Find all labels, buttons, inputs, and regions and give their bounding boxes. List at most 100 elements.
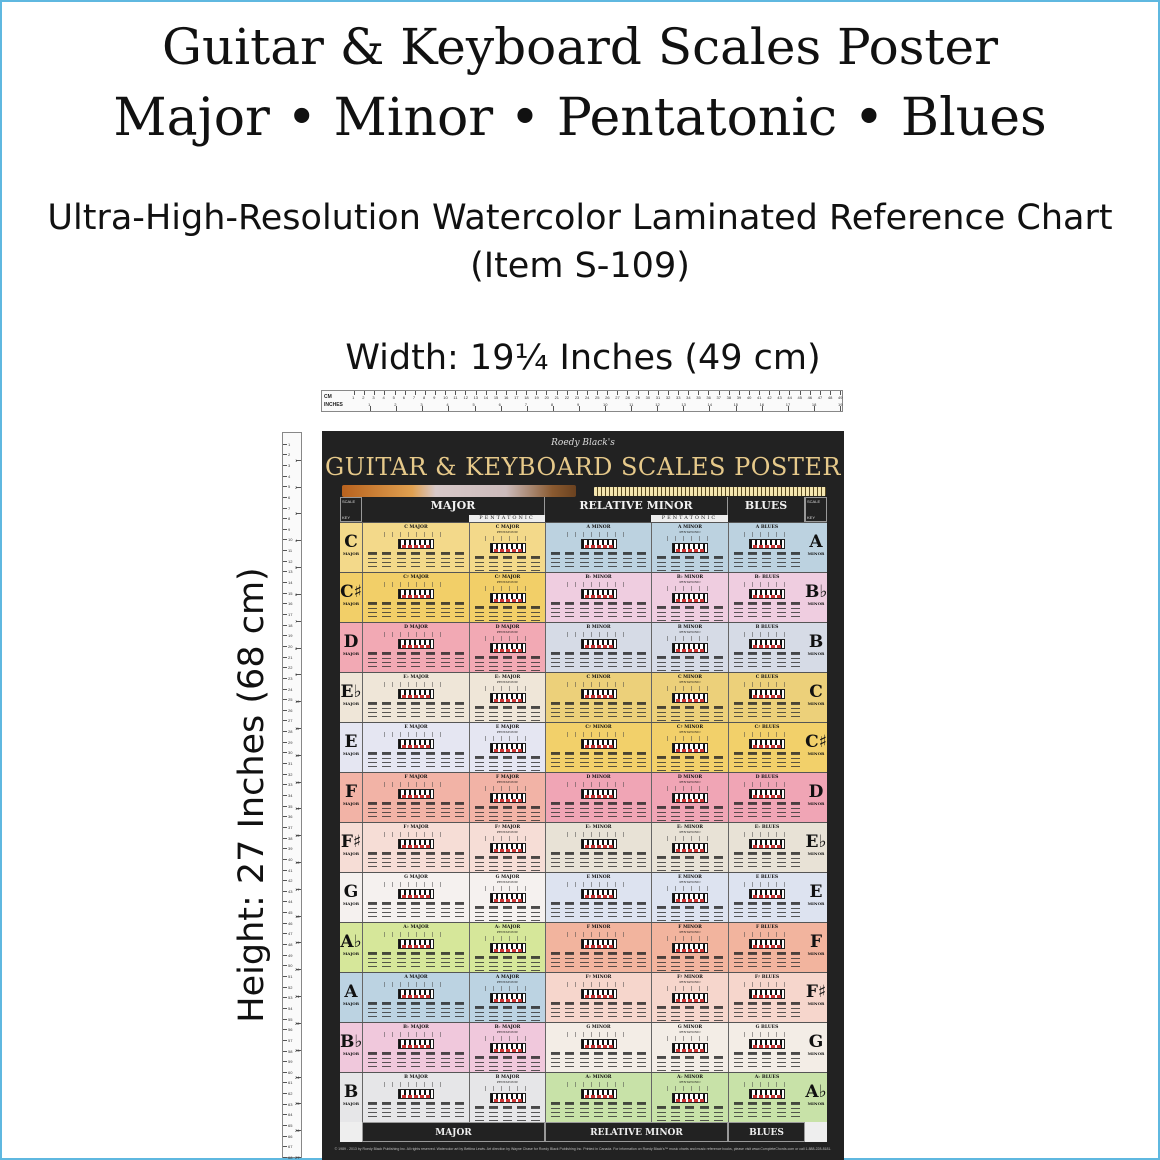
fretboard-diagram (608, 1102, 618, 1118)
fretboard-diagram (455, 902, 465, 918)
fretboard-diagram (671, 1056, 681, 1072)
fretboard-diagrams (546, 652, 651, 668)
ruler-cm-number: 14 (483, 395, 489, 400)
ruler-tick (283, 1125, 287, 1127)
ruler-tick (283, 645, 287, 647)
fretboard-diagram (656, 606, 666, 622)
pentatonic-label: PENTATONIC (496, 1080, 519, 1084)
scale-cell: E♭ MAJOR PENTATONIC (469, 673, 545, 722)
ruler-tick (597, 391, 599, 395)
fretboard-diagram (593, 702, 603, 718)
scale-cell: E MINOR (545, 873, 651, 922)
scale-title: C MAJOR (404, 525, 428, 530)
scale-title: G BLUES (755, 1025, 779, 1030)
ruler-tick (283, 976, 287, 977)
scale-title: E♭ BLUES (754, 825, 780, 830)
ruler-inch-number: 19 (838, 402, 843, 407)
fretboard-diagram (608, 652, 618, 668)
scale-cell: E♭ BLUES (728, 823, 805, 872)
fretboard-diagram (411, 602, 421, 618)
ruler-tick (296, 781, 301, 783)
fretboard-diagram (622, 952, 632, 968)
fretboard-diagram (396, 552, 406, 568)
ruler-cm-number: 3 (288, 462, 291, 468)
mini-keyboard-diagram (672, 1093, 708, 1103)
ruler-cm-number: 21 (554, 395, 560, 400)
key-label: D (808, 782, 824, 802)
ruler-tick (296, 1103, 301, 1105)
scale-title: C MAJOR (495, 525, 520, 530)
fretboard-diagrams (729, 1052, 805, 1068)
scale-notes (744, 782, 790, 787)
ruler-inch-number: 8 (550, 402, 554, 407)
fretboard-diagram (550, 1102, 560, 1118)
fretboard-diagram (791, 702, 801, 718)
fretboard-diagram (579, 802, 589, 818)
fretboard-diagram (762, 1102, 772, 1118)
fretboard-diagram (367, 552, 377, 568)
fretboard-diagram (791, 802, 801, 818)
fretboard-diagrams (652, 1056, 728, 1072)
fretboard-diagram (455, 552, 465, 568)
ruler-tick (516, 391, 518, 395)
fretboard-diagram (455, 752, 465, 768)
ruler-tick (657, 391, 659, 395)
fretboard-diagram (776, 952, 786, 968)
fretboard-diagram (637, 552, 647, 568)
fretboard-diagram (488, 1106, 498, 1122)
fretboard-diagram (411, 652, 421, 668)
mini-keyboard-diagram (489, 643, 526, 653)
ruler-tick (718, 391, 720, 395)
fretboard-diagram (637, 752, 647, 768)
fretboard-diagram (579, 752, 589, 768)
key-cell-major: A♭ MAJOR (340, 923, 362, 972)
fretboard-diagrams (470, 556, 545, 572)
scale-notes (667, 986, 713, 991)
fretboard-diagram (748, 1052, 758, 1068)
key-label: C♯ (340, 582, 362, 602)
key-mode-label: MINOR (807, 901, 825, 906)
fretboard-diagram (502, 806, 512, 822)
ruler-cm-number: 12 (288, 558, 293, 564)
ruler-inch-number: 3 (295, 511, 298, 517)
ruler-cm-number: 20 (288, 643, 293, 649)
scale-notes (384, 882, 448, 887)
fretboard-diagram (656, 806, 666, 822)
fretboard-diagrams (470, 606, 545, 622)
scale-cell: E MAJOR PENTATONIC (469, 723, 545, 772)
ruler-tick (738, 391, 740, 395)
fretboard-diagram (488, 906, 498, 922)
scale-notes (667, 536, 713, 541)
brand-logo: Roedy Black's (551, 438, 615, 448)
ruler-tick (627, 391, 629, 395)
key-label: A (809, 532, 823, 552)
fretboard-diagram (517, 1006, 527, 1022)
fretboard-diagram (440, 1002, 450, 1018)
ruler-cm-number: 45 (797, 395, 802, 400)
fretboard-diagram (593, 552, 603, 568)
scale-cell: A MINOR (545, 523, 651, 572)
fretboard-diagram (748, 902, 758, 918)
fretboard-diagram (791, 552, 801, 568)
mini-keyboard-diagram (398, 639, 434, 649)
fretboard-diagrams (729, 802, 805, 818)
scale-cell: A♭ MINOR (545, 1073, 651, 1122)
pentatonic-label: PENTATONIC (679, 780, 701, 784)
key-mode-label: MINOR (807, 801, 825, 806)
ruler-cm-number: 18 (524, 395, 529, 400)
ruler-inch-number: 27 (295, 1155, 300, 1160)
ruler-cm-number: 30 (645, 395, 651, 400)
fretboard-diagrams (546, 1002, 651, 1018)
mini-keyboard-diagram (672, 593, 708, 603)
ruler-tick (526, 406, 528, 411)
mini-keyboard-diagram (398, 889, 434, 899)
scale-notes (667, 786, 713, 791)
ruler-inch-number: 5 (295, 565, 298, 571)
scale-cell: G MINOR PENTATONIC (651, 1023, 728, 1072)
scale-title: B BLUES (755, 625, 779, 630)
scale-title: E MINOR (586, 875, 611, 880)
fretboard-diagrams (729, 652, 805, 668)
fretboard-diagram (550, 752, 560, 768)
ruler-inch-number: 10 (603, 402, 608, 407)
scale-cell: C♯ MINOR (545, 723, 651, 772)
